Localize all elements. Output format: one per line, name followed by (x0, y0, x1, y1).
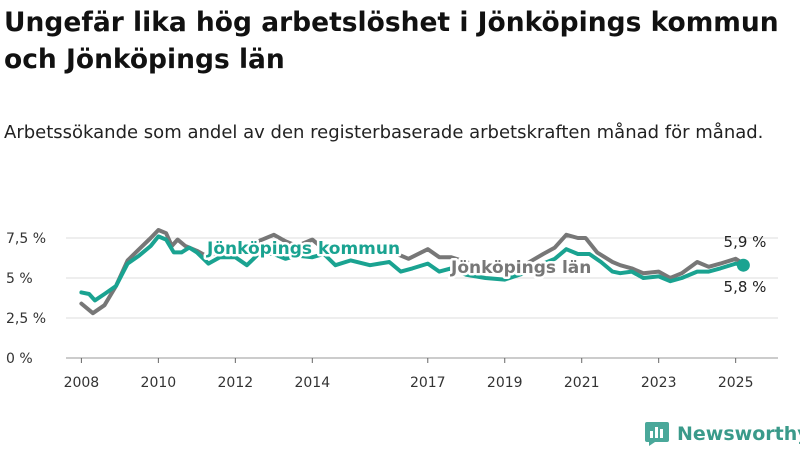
y-tick-label: 2,5 % (6, 311, 46, 327)
x-tick-label: 2008 (64, 375, 100, 391)
gridlines (66, 237, 778, 359)
x-axis: 2008 2010 2012 2014 2017 2019 2021 2023 2025 (64, 358, 754, 391)
brand-logo: Newsworthy (644, 419, 800, 449)
x-tick-label: 2017 (410, 375, 446, 391)
x-tick-label: 2023 (641, 375, 677, 391)
y-axis-ticks: 0 % 2,5 % 5 % 7,5 % (6, 231, 46, 367)
x-tick-label: 2021 (564, 375, 600, 391)
series-lines (79, 228, 746, 316)
x-tick-label: 2014 (294, 375, 330, 391)
end-point-marker (736, 258, 750, 272)
end-value-label-kommun: 5,8 % (724, 278, 767, 296)
x-tick-label: 2019 (487, 375, 523, 391)
x-tick-label: 2025 (718, 375, 754, 391)
series-label-lan: Jönköpings län (450, 258, 591, 278)
chart-subtitle: Arbetssökande som andel av den registerb… (4, 122, 764, 143)
end-value-label-lan: 5,9 % (724, 233, 767, 251)
y-tick-label: 7,5 % (6, 231, 46, 247)
newsworthy-logo-icon (645, 422, 669, 446)
brand-name: Newsworthy (677, 423, 800, 445)
y-tick-label: 5 % (6, 271, 33, 287)
x-tick-label: 2012 (218, 375, 254, 391)
y-tick-label: 0 % (6, 351, 33, 367)
x-tick-label: 2010 (141, 375, 177, 391)
series-line-lan (79, 228, 746, 316)
chart-title: Ungefär lika hög arbetslöshet i Jönköpin… (4, 7, 779, 75)
series-line-kommun (79, 234, 746, 303)
series-label-kommun: Jönköpings kommun (206, 239, 400, 259)
